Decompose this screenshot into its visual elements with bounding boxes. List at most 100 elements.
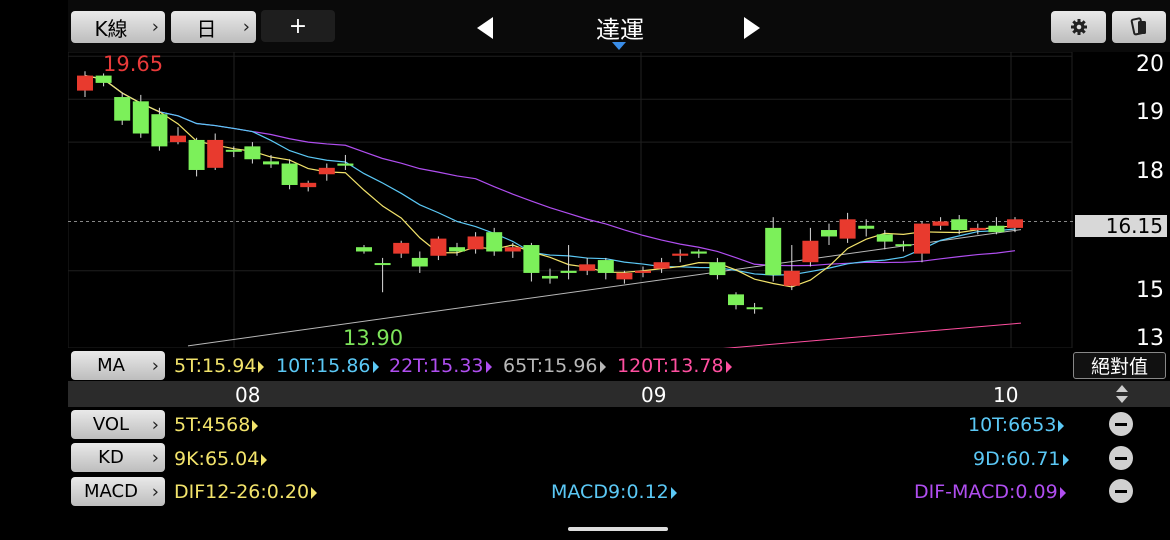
candle-body (318, 167, 335, 175)
candle-body (114, 97, 131, 121)
candle-body (374, 263, 391, 266)
candle-body (449, 247, 465, 252)
candle-body (523, 245, 540, 273)
minus-icon (1115, 456, 1127, 460)
add-button[interactable]: + (261, 10, 335, 42)
period-button[interactable]: 日 › (171, 11, 256, 43)
macd-button[interactable]: MACD › (71, 477, 165, 506)
chevron-right-icon: › (151, 414, 159, 435)
ma-120-value: 120T:13.78 (617, 355, 724, 377)
candle-body (486, 232, 503, 252)
candle-body (728, 294, 744, 306)
marker-icon (261, 453, 268, 466)
ma-65-line (187, 229, 1022, 347)
candle-body (1007, 219, 1023, 228)
candle-body (988, 225, 1005, 233)
ma-5-indicator[interactable]: 5T:15.94 (174, 355, 265, 377)
ma-button-label: MA (97, 355, 125, 376)
kd-button[interactable]: KD › (71, 443, 165, 472)
absolute-value-button[interactable]: 絕對值 (1073, 352, 1166, 379)
candle-body (411, 257, 428, 267)
sort-icon[interactable] (1116, 385, 1128, 403)
candle-body (542, 275, 558, 279)
macd9-value: MACD9:0.12 (551, 481, 669, 503)
candle-body (914, 223, 930, 254)
ma-5-line (84, 75, 1016, 288)
caret-down-icon[interactable] (612, 42, 626, 50)
date-label: 08 (235, 383, 261, 407)
ma-10-indicator[interactable]: 10T:15.86 (276, 355, 379, 377)
candle-body (690, 251, 707, 254)
low-price-label: 13.90 (343, 326, 404, 350)
plot-frame (68, 52, 1073, 348)
price-axis-label: 18 (1136, 159, 1164, 184)
price-axis-label: 19 (1136, 100, 1164, 125)
candle-body (560, 270, 577, 273)
chevron-right-icon: › (151, 481, 159, 502)
candle-body (170, 135, 186, 143)
chart-type-button[interactable]: K線 › (71, 11, 165, 43)
k-indicator[interactable]: 9K:65.04 (174, 448, 268, 470)
vol-5-indicator[interactable]: 5T:4568 (174, 414, 259, 436)
candle-body (839, 219, 856, 239)
candle-body (597, 260, 614, 273)
minus-icon (1115, 422, 1127, 426)
vol-5-value: 5T:4568 (174, 414, 251, 436)
dif-macd-indicator[interactable]: DIF-MACD:0.09 (914, 481, 1066, 503)
candle-body (225, 149, 242, 152)
candle-body (709, 262, 726, 276)
dif-value: DIF12-26:0.20 (174, 481, 310, 503)
chart-type-label: K線 (94, 16, 128, 41)
remove-macd-button[interactable] (1109, 479, 1133, 503)
candle-body (244, 146, 261, 160)
date-axis (68, 381, 1170, 407)
vol-button[interactable]: VOL › (71, 410, 165, 439)
previous-stock-arrow-icon[interactable] (477, 17, 493, 39)
ma-22-indicator[interactable]: 22T:15.33 (389, 355, 492, 377)
date-label: 10 (993, 383, 1019, 407)
vol-10-indicator[interactable]: 10T:6653 (968, 414, 1065, 436)
candle-body (672, 253, 689, 256)
remove-kd-button[interactable] (1109, 446, 1133, 470)
vol-10-value: 10T:6653 (968, 414, 1057, 436)
ma-120-line (722, 322, 1022, 348)
candle-body (263, 161, 279, 165)
next-stock-arrow-icon[interactable] (744, 17, 760, 39)
ma-10-line (84, 75, 1016, 276)
macd9-indicator[interactable]: MACD9:0.12 (551, 481, 677, 503)
dif-indicator[interactable]: DIF12-26:0.20 (174, 481, 318, 503)
dif-macd-value: DIF-MACD:0.09 (914, 481, 1058, 503)
current-price-tag: 16.15 (1075, 215, 1167, 237)
candle-body (356, 247, 372, 252)
macd-button-label: MACD (84, 481, 138, 502)
candle-body (616, 272, 633, 280)
ma-button[interactable]: MA › (71, 351, 165, 380)
ma-65-indicator[interactable]: 65T:15.96 (503, 355, 606, 377)
candle-body (337, 163, 354, 166)
candle-body (783, 270, 800, 286)
gear-icon (1070, 19, 1087, 35)
d-indicator[interactable]: 9D:60.71 (973, 448, 1069, 470)
candle-body (765, 227, 782, 276)
ma-22-value: 22T:15.33 (389, 355, 484, 377)
candle-body (653, 262, 670, 269)
candlestick-chart[interactable] (68, 52, 1170, 348)
candle-body (579, 264, 596, 271)
remove-vol-button[interactable] (1109, 412, 1133, 436)
marker-icon (725, 360, 732, 373)
chevron-right-icon: › (151, 447, 159, 468)
stock-name[interactable]: 達運 (596, 16, 644, 44)
candle-body (969, 227, 986, 231)
rotate-button[interactable] (1112, 11, 1166, 43)
candle-body (467, 236, 484, 250)
candle-body (858, 225, 875, 229)
ma-120-indicator[interactable]: 120T:13.78 (617, 355, 732, 377)
ma-65-value: 65T:15.96 (503, 355, 598, 377)
candle-body (430, 238, 447, 256)
marker-icon (372, 360, 379, 373)
candle-body (393, 242, 410, 254)
candle-body (207, 139, 224, 168)
rotate-icon (1130, 17, 1146, 36)
settings-button[interactable] (1051, 11, 1106, 43)
price-axis-label: 13 (1136, 326, 1164, 351)
